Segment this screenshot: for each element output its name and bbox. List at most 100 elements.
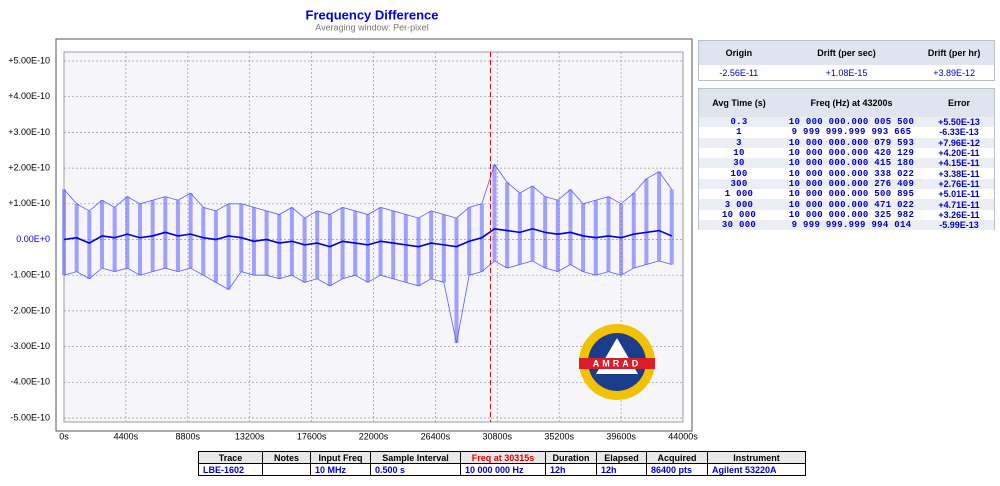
- x-tick-label: 13200s: [235, 431, 265, 441]
- cell: 0.500 s: [370, 463, 461, 476]
- cell: 10 000 000.000 420 129: [788, 148, 915, 159]
- logo-text: AMRAD: [593, 358, 642, 368]
- mean-line: [63, 227, 673, 248]
- cell: +1.08E-15: [825, 67, 868, 78]
- cell: 10 MHz: [310, 463, 371, 476]
- cell: 30: [733, 158, 745, 169]
- cell: 1: [736, 127, 742, 138]
- cell: 10 000 000.000 276 409: [788, 178, 915, 189]
- x-tick-label: 17600s: [297, 431, 327, 441]
- header-cell: Notes: [262, 451, 311, 464]
- cell: 12h: [596, 463, 647, 476]
- header-cell: Drift (per hr): [927, 48, 981, 58]
- x-tick-label: 26400s: [421, 431, 451, 441]
- x-tick-label: 0s: [59, 431, 69, 441]
- envelope-line: [63, 260, 672, 344]
- y-tick-label: -2.00E-10: [10, 305, 50, 315]
- logo-band: [579, 358, 655, 369]
- cell: 30 000: [721, 220, 757, 231]
- cell: -2.56E-11: [719, 67, 759, 78]
- header-cell: Input Freq: [310, 451, 371, 464]
- chart-subtitle: Averaging window: Per-pixel: [315, 22, 428, 32]
- cell: 100: [730, 168, 748, 179]
- x-tick-label: 35200s: [544, 431, 574, 441]
- avg-row: 3 000 10 000 000.000 471 022 +4.71E-11: [699, 199, 994, 210]
- cell: +3.38E-11: [938, 168, 980, 179]
- header-cell: Trace: [198, 451, 263, 464]
- cell: [262, 463, 311, 476]
- cell: -5.99E-13: [939, 220, 979, 231]
- avg-row: 10 000 10 000 000.000 325 982 +3.26E-11: [699, 210, 994, 220]
- cell: +2.76E-11: [938, 178, 980, 189]
- cell: 10 000 000.000 325 982: [788, 209, 915, 220]
- cell: 10 000 000.000 005 500: [788, 117, 915, 128]
- cell: 9 999 999.999 994 014: [791, 220, 912, 231]
- header-cell: Avg Time (s): [712, 98, 766, 108]
- cell: 300: [730, 178, 748, 189]
- drift-values: -2.56E-11 +1.08E-15 +3.89E-12: [699, 65, 994, 80]
- x-tick-label: 4400s: [114, 431, 139, 441]
- cell: 1 000: [724, 189, 754, 200]
- y-tick-label: -1.00E-10: [10, 270, 50, 280]
- avg-row: 1 9 999 999.999 993 665 -6.33E-13: [699, 127, 994, 137]
- avg-row: 0.3 10 000 000.000 005 500 +5.50E-13: [699, 117, 994, 128]
- cell: +4.20E-11: [938, 148, 980, 159]
- cell: 12h: [545, 463, 597, 476]
- cell: 3 000: [724, 199, 754, 210]
- y-tick-label: -3.00E-10: [10, 341, 50, 351]
- y-tick-label: +1.00E-10: [8, 198, 50, 208]
- data: [62, 52, 674, 422]
- logo: AMRAD: [579, 324, 655, 400]
- cell: 10 000 000 Hz: [460, 463, 546, 476]
- cell: 10 000 000.000 338 022: [788, 168, 915, 179]
- y-tick-label: 0.00E+0: [16, 234, 50, 244]
- x-tick-label: 39600s: [606, 431, 636, 441]
- y-tick-label: +4.00E-10: [8, 91, 50, 101]
- header-cell: Elapsed: [596, 451, 647, 464]
- cell: 10 000 000.000 471 022: [788, 199, 915, 210]
- avg-row: 3 10 000 000.000 079 593 +7.96E-12: [699, 137, 994, 148]
- header-cell: Instrument: [707, 451, 806, 464]
- y-tick-label: +2.00E-10: [8, 162, 50, 172]
- avg-row: 300 10 000 000.000 276 409 +2.76E-11: [699, 178, 994, 190]
- info-table: Trace Notes Input Freq Sample Interval F…: [198, 451, 806, 476]
- header-cell: Drift (per sec): [817, 48, 876, 58]
- y-tick-label: -4.00E-10: [10, 377, 50, 387]
- cell: 0.3: [730, 117, 748, 128]
- cell: 10 000 000.000 415 180: [788, 158, 915, 169]
- avg-header: Avg Time (s) Freq (Hz) at 43200s Error: [699, 89, 994, 117]
- cell: Agilent 53220A: [707, 463, 806, 476]
- header-cell: Origin: [725, 48, 753, 58]
- info-values: LBE-1602 10 MHz 0.500 s 10 000 000 Hz 12…: [198, 463, 806, 476]
- cell: +7.96E-12: [938, 137, 980, 148]
- cell: +3.26E-11: [938, 209, 980, 220]
- cell: +4.71E-11: [938, 199, 980, 210]
- cell: +4.15E-11: [938, 158, 980, 169]
- info-header: Trace Notes Input Freq Sample Interval F…: [198, 451, 806, 464]
- x-tick-label: 30800s: [483, 431, 513, 441]
- x-tick-label: 44000s: [668, 431, 698, 441]
- avg-row: 30 000 9 999 999.999 994 014 -5.99E-13: [699, 219, 994, 231]
- header-cell: Freq at 30315s: [460, 451, 546, 464]
- avg-row: 10 10 000 000.000 420 129 +4.20E-11: [699, 148, 994, 158]
- avg-row: 30 10 000 000.000 415 180 +4.15E-11: [699, 158, 994, 169]
- y-tick-label: +5.00E-10: [8, 55, 50, 65]
- header-cell: Acquired: [646, 451, 708, 464]
- cell: -6.33E-13: [939, 127, 979, 138]
- cell: 3: [736, 137, 742, 148]
- header-cell: Sample Interval: [370, 451, 461, 464]
- cell: 86400 pts: [646, 463, 708, 476]
- chart-title: Frequency Difference: [306, 7, 439, 22]
- envelope-line: [63, 163, 673, 219]
- avg-row: 100 10 000 000.000 338 022 +3.38E-11: [699, 168, 994, 179]
- drift-header: Origin Drift (per sec) Drift (per hr): [699, 41, 994, 65]
- avg-rows: 0.3 10 000 000.000 005 500 +5.50E-13 1 9 999…: [699, 117, 994, 231]
- avg-table: Avg Time (s) Freq (Hz) at 43200s Error 0…: [698, 88, 995, 231]
- cell: 10: [733, 148, 745, 159]
- cell: +5.50E-13: [938, 117, 980, 128]
- x-tick-label: 8800s: [176, 431, 201, 441]
- drift-table: Origin Drift (per sec) Drift (per hr) -2…: [698, 40, 995, 81]
